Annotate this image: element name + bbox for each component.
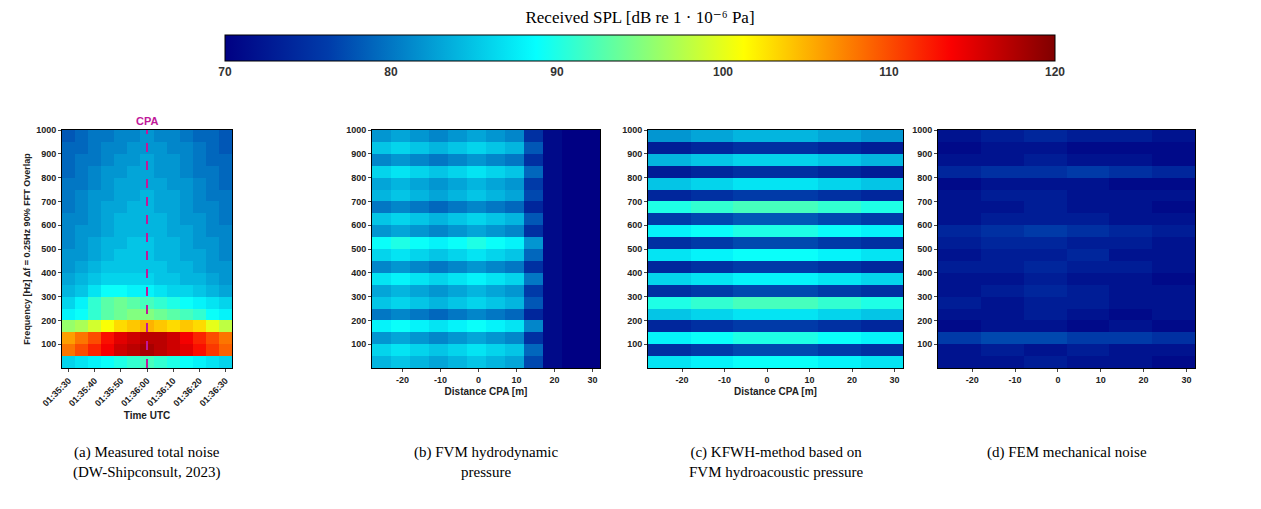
svg-text:300: 300 [351, 292, 366, 302]
svg-text:100: 100 [713, 65, 733, 79]
svg-text:800: 800 [917, 173, 932, 183]
svg-text:-20: -20 [396, 375, 409, 385]
svg-text:800: 800 [351, 173, 366, 183]
svg-text:01:35:40: 01:35:40 [67, 376, 100, 409]
svg-text:Distance CPA [m]: Distance CPA [m] [445, 386, 528, 397]
svg-text:-10: -10 [1009, 375, 1022, 385]
svg-text:20: 20 [1139, 375, 1149, 385]
svg-text:-20: -20 [966, 375, 979, 385]
svg-text:500: 500 [627, 244, 642, 254]
svg-text:500: 500 [351, 244, 366, 254]
svg-text:01:35:30: 01:35:30 [41, 376, 74, 409]
svg-text:300: 300 [917, 292, 932, 302]
svg-text:Time UTC: Time UTC [124, 410, 171, 421]
svg-text:01:35:50: 01:35:50 [93, 376, 126, 409]
svg-text:80: 80 [384, 65, 398, 79]
svg-text:200: 200 [41, 316, 56, 326]
svg-text:20: 20 [549, 375, 559, 385]
svg-text:300: 300 [627, 292, 642, 302]
svg-text:200: 200 [351, 316, 366, 326]
svg-text:30: 30 [587, 375, 597, 385]
svg-text:400: 400 [351, 268, 366, 278]
svg-text:-20: -20 [675, 375, 688, 385]
svg-text:Distance CPA [m]: Distance CPA [m] [734, 386, 817, 397]
svg-text:Received SPL [dB re 1 · 10⁻⁶ P: Received SPL [dB re 1 · 10⁻⁶ Pa] [525, 8, 754, 27]
svg-text:600: 600 [627, 220, 642, 230]
svg-text:30: 30 [889, 375, 899, 385]
svg-text:700: 700 [41, 197, 56, 207]
svg-text:70: 70 [218, 65, 232, 79]
svg-text:400: 400 [917, 268, 932, 278]
svg-text:-10: -10 [718, 375, 731, 385]
svg-text:900: 900 [351, 149, 366, 159]
svg-text:(b) FVM hydrodynamicpressure: (b) FVM hydrodynamicpressure [414, 444, 558, 480]
svg-text:10: 10 [511, 375, 521, 385]
svg-text:200: 200 [627, 316, 642, 326]
svg-text:500: 500 [41, 244, 56, 254]
svg-text:100: 100 [351, 339, 366, 349]
svg-text:(a) Measured total noise(DW-Sh: (a) Measured total noise(DW-Shipconsult,… [73, 444, 221, 481]
svg-text:90: 90 [550, 65, 564, 79]
svg-text:20: 20 [847, 375, 857, 385]
svg-text:01:36:30: 01:36:30 [198, 376, 231, 409]
svg-text:200: 200 [917, 316, 932, 326]
svg-text:1000: 1000 [36, 125, 56, 135]
svg-text:900: 900 [41, 149, 56, 159]
svg-text:900: 900 [917, 149, 932, 159]
svg-text:900: 900 [627, 149, 642, 159]
svg-text:700: 700 [917, 197, 932, 207]
svg-text:-10: -10 [434, 375, 447, 385]
svg-text:(c) KFWH-method based onFVM hy: (c) KFWH-method based onFVM hydroacousti… [689, 444, 863, 480]
svg-text:01:36:00: 01:36:00 [119, 376, 152, 409]
svg-text:0: 0 [1055, 375, 1060, 385]
svg-text:500: 500 [917, 244, 932, 254]
svg-text:10: 10 [804, 375, 814, 385]
svg-text:110: 110 [879, 65, 899, 79]
svg-text:(d) FEM mechanical noise: (d) FEM mechanical noise [987, 444, 1147, 461]
svg-text:30: 30 [1181, 375, 1191, 385]
svg-text:1000: 1000 [346, 125, 366, 135]
svg-text:CPA: CPA [136, 115, 158, 127]
svg-text:600: 600 [917, 220, 932, 230]
svg-text:800: 800 [627, 173, 642, 183]
svg-text:01:36:20: 01:36:20 [171, 376, 204, 409]
svg-text:700: 700 [627, 197, 642, 207]
svg-text:100: 100 [917, 339, 932, 349]
svg-text:0: 0 [476, 375, 481, 385]
svg-text:300: 300 [41, 292, 56, 302]
svg-text:400: 400 [41, 268, 56, 278]
svg-text:1000: 1000 [622, 125, 642, 135]
svg-text:800: 800 [41, 173, 56, 183]
svg-text:100: 100 [41, 339, 56, 349]
svg-text:10: 10 [1096, 375, 1106, 385]
svg-text:0: 0 [764, 375, 769, 385]
svg-text:700: 700 [351, 197, 366, 207]
svg-text:01:36:10: 01:36:10 [145, 376, 178, 409]
svg-text:100: 100 [627, 339, 642, 349]
svg-text:600: 600 [351, 220, 366, 230]
svg-text:1000: 1000 [912, 125, 932, 135]
svg-text:400: 400 [627, 268, 642, 278]
svg-text:120: 120 [1045, 65, 1065, 79]
svg-text:600: 600 [41, 220, 56, 230]
svg-text:Frequency [Hz] Δf = 0.25Hz 90%: Frequency [Hz] Δf = 0.25Hz 90% FFT Overl… [22, 153, 32, 345]
